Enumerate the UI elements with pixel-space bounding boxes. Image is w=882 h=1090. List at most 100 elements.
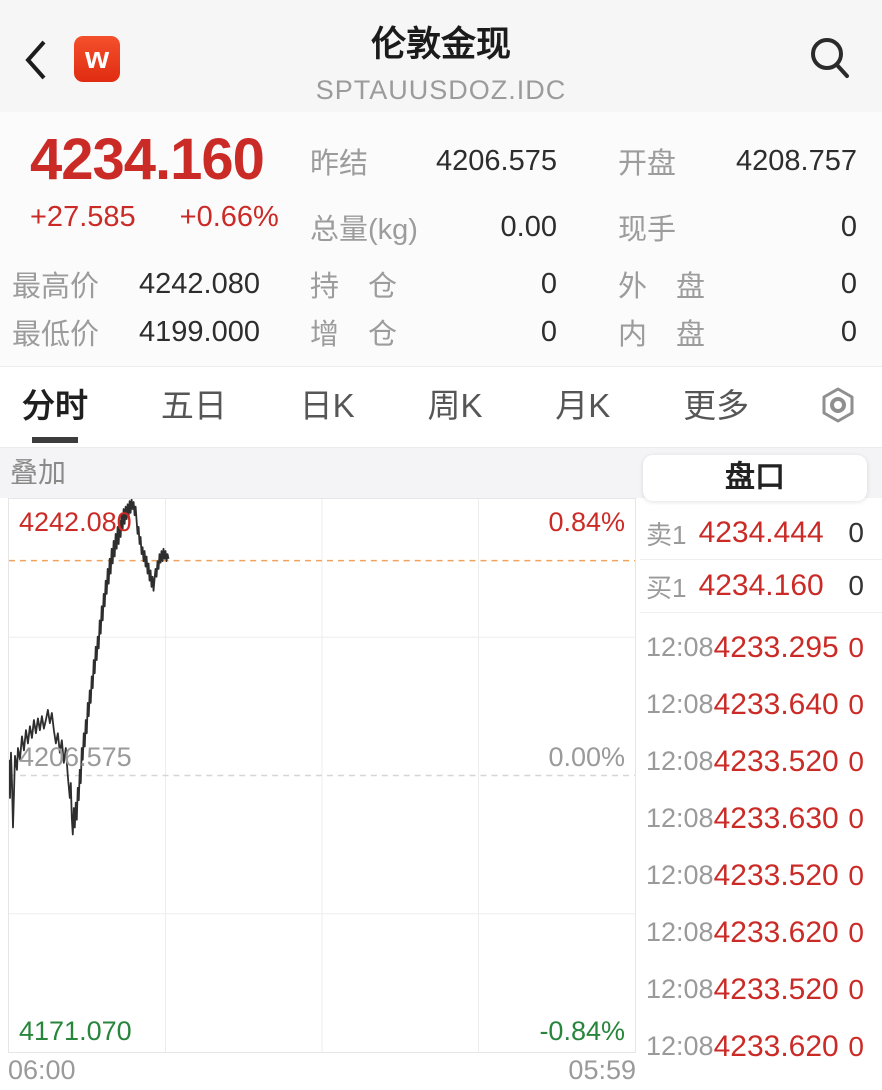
tab-five-day[interactable]: 五日 (160, 387, 227, 424)
field-value: 0 (840, 210, 857, 243)
ask-label: 卖1 (646, 519, 687, 550)
field-label: 持 仓 (310, 271, 398, 303)
tick-row: 12:08 4233.630 0 (640, 790, 882, 847)
quote-panel: 4234.160 +27.585 +0.66% 昨结 4206.575 开盘 4… (0, 112, 882, 367)
chart-settings-gear-icon[interactable] (820, 386, 856, 424)
tab-minute[interactable]: 分时 (20, 365, 90, 449)
tick-list[interactable]: 12:08 4233.295 0 12:08 4233.640 0 12:08 4233.52… (640, 619, 882, 1075)
tick-time: 12:08 (646, 746, 714, 776)
tick-price: 4233.640 (713, 687, 839, 721)
tick-row: 12:08 4233.520 0 (640, 733, 882, 790)
tick-volume: 0 (848, 802, 864, 834)
field-inner-volume: 内 盘 0 (618, 311, 857, 353)
tick-row: 12:08 4233.640 0 (640, 676, 882, 733)
chart-low-label: 4171.070 (19, 1016, 132, 1046)
field-value: 0.00 (500, 210, 557, 243)
field-value: 4208.757 (736, 144, 857, 177)
tick-time: 12:08 (646, 803, 714, 833)
tick-time: 12:08 (646, 632, 714, 662)
tick-row: 12:08 4233.620 0 (640, 904, 882, 961)
tick-volume: 0 (848, 1030, 864, 1062)
field-label: 最高价 (12, 271, 100, 303)
security-code: SPTAUUSDOZ.IDC (315, 75, 567, 105)
field-value: 0 (540, 267, 557, 300)
tick-price: 4233.295 (713, 630, 839, 664)
last-price-block: 4234.160 +27.585 +0.66% (0, 127, 300, 260)
tick-price: 4233.630 (713, 801, 839, 835)
tick-row: 12:08 4233.520 0 (640, 847, 882, 904)
tick-price: 4233.520 (713, 972, 839, 1006)
tick-time: 12:08 (646, 689, 714, 719)
tab-daily-k[interactable]: 日K (299, 387, 355, 424)
order-book-tab[interactable]: 盘口 (643, 455, 867, 501)
field-open: 开盘 4208.757 (618, 140, 857, 182)
field-value: 0 (840, 315, 857, 348)
tick-row: 12:08 4233.620 0 (640, 1018, 882, 1075)
field-value: 0 (840, 267, 857, 300)
tick-volume: 0 (848, 859, 864, 891)
chart-zero-percent-label: 0.00% (548, 741, 625, 772)
header: w 伦敦金现 SPTAUUSDOZ.IDC (0, 0, 882, 112)
overlay-toggle[interactable]: 叠加 (10, 457, 67, 488)
search-button[interactable] (804, 32, 856, 84)
back-chevron-icon (25, 40, 46, 80)
chart-tab-bar: 分时 五日 日K 周K 月K 更多 (0, 367, 882, 448)
chart-prevclose-label: 4206.575 (19, 741, 132, 772)
title-block: 伦敦金现 SPTAUUSDOZ.IDC (0, 0, 882, 106)
tab-weekly-k[interactable]: 周K (427, 387, 483, 424)
tick-time: 12:08 (646, 1031, 714, 1061)
order-book-panel: 盘口 卖1 4234.444 0 买1 4234.160 0 12:08 4233… (640, 455, 882, 1090)
field-label: 增 仓 (310, 319, 398, 351)
field-label: 最低价 (12, 319, 100, 351)
field-prev-settle: 昨结 4206.575 (310, 140, 557, 182)
tab-more[interactable]: 更多 (683, 387, 750, 424)
chart-canvas (9, 499, 635, 1052)
field-label: 外 盘 (618, 271, 706, 303)
chart-high-percent-label: 0.84% (548, 507, 625, 537)
tick-volume: 0 (848, 688, 864, 720)
tick-time: 12:08 (646, 917, 714, 947)
field-value: 4206.575 (436, 144, 557, 177)
tick-volume: 0 (848, 745, 864, 777)
back-button[interactable] (24, 36, 54, 84)
tick-price: 4233.520 (713, 858, 839, 892)
bid-row: 买1 4234.160 0 (640, 560, 882, 613)
field-low: 最低价 4199.000 (12, 311, 260, 353)
tick-price: 4233.520 (713, 744, 839, 778)
last-price: 4234.160 (30, 127, 265, 192)
tick-volume: 0 (848, 631, 864, 663)
field-current-volume: 现手 0 (618, 206, 857, 248)
price-line (9, 499, 170, 836)
intraday-chart[interactable]: 4242.080 0.84% 4206.575 0.00% 4171.070 -… (8, 498, 636, 1053)
field-label: 昨结 (310, 148, 369, 180)
search-icon (811, 38, 849, 78)
field-value: 4242.080 (139, 267, 260, 300)
field-high: 最高价 4242.080 (12, 263, 260, 305)
chart-low-percent-label: -0.84% (539, 1016, 625, 1046)
field-value: 4199.000 (139, 315, 260, 348)
field-oi-change: 增 仓 0 (310, 311, 557, 353)
tick-price: 4233.620 (713, 1029, 839, 1063)
field-label: 总量(kg) (310, 214, 418, 246)
ask-price: 4234.444 (698, 516, 824, 549)
tick-time: 12:08 (646, 974, 714, 1004)
time-axis-end: 05:59 (568, 1055, 636, 1085)
tab-monthly-k[interactable]: 月K (555, 387, 611, 424)
time-axis-start: 06:00 (8, 1055, 76, 1085)
field-label: 内 盘 (618, 319, 706, 351)
tick-volume: 0 (848, 916, 864, 948)
bid-price: 4234.160 (698, 569, 824, 602)
tick-row: 12:08 4233.295 0 (640, 619, 882, 676)
tick-time: 12:08 (646, 860, 714, 890)
tick-volume: 0 (848, 973, 864, 1005)
tick-price: 4233.620 (713, 915, 839, 949)
field-label: 现手 (618, 214, 677, 246)
price-change-percent: +0.66% (179, 200, 279, 233)
ask-volume: 0 (848, 517, 864, 548)
page-title: 伦敦金现 (370, 25, 511, 64)
main-content: 叠加 4242.080 0.84% 4206.575 0.00% 4171.07… (0, 448, 882, 1090)
field-label: 开盘 (618, 148, 677, 180)
chart-high-label: 4242.080 (19, 507, 132, 537)
field-open-interest: 持 仓 0 (310, 263, 557, 305)
wind-app-logo[interactable]: w (74, 36, 120, 82)
